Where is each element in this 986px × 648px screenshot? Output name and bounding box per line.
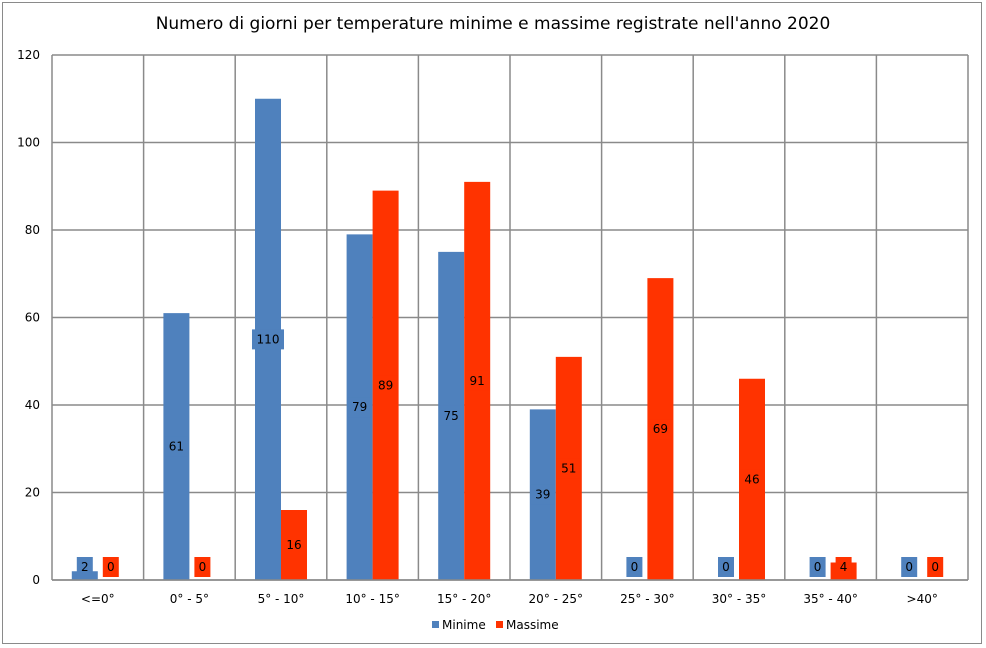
data-label-box [835,557,852,577]
y-tick-label: 80 [25,223,40,237]
x-tick-label: 0° - 5° [170,592,209,606]
x-tick-label: 25° - 30° [620,592,675,606]
data-label-box [164,436,189,457]
x-tick-label: 15° - 20° [437,592,492,606]
y-tick-label: 20 [25,486,40,500]
data-label-box [626,557,643,577]
data-label: 0 [631,560,639,574]
y-tick-label: 60 [25,311,40,325]
legend-label: Massime [506,618,559,632]
y-tick-label: 0 [32,573,40,587]
data-label: 51 [561,461,576,475]
x-tick-label: >40° [907,592,938,606]
data-label: 0 [905,560,913,574]
data-label-box [740,469,764,490]
data-label: 110 [257,332,280,346]
data-label-box [194,557,211,577]
data-label-box [530,484,555,505]
data-label-box [439,405,464,426]
legend-swatch [496,621,503,628]
y-tick-label: 100 [17,136,40,150]
data-label: 91 [470,374,485,388]
legend-swatch [432,621,439,628]
x-tick-label: 5° - 10° [258,592,305,606]
data-label-box [927,557,944,577]
y-tick-label: 40 [25,398,40,412]
data-label: 0 [199,560,207,574]
chart-title: Numero di giorni per temperature minime … [155,14,831,34]
data-label: 61 [169,440,184,454]
x-tick-label: <=0° [81,592,115,606]
data-label-box [809,557,826,577]
data-label: 0 [814,560,822,574]
data-label: 79 [352,400,367,414]
data-label: 16 [286,538,301,552]
data-label: 0 [931,560,939,574]
data-label: 69 [653,422,668,436]
x-tick-label: 20° - 25° [529,592,584,606]
data-label-box [901,557,918,577]
data-label: 89 [378,378,393,392]
x-tick-label: 30° - 35° [712,592,767,606]
data-label: 0 [722,560,730,574]
data-label-box [102,557,119,577]
data-label-box [76,557,93,577]
data-label-box [373,375,398,396]
data-label-box [347,397,372,418]
legend-label: Minime [442,618,486,632]
data-label-box [718,557,734,577]
y-tick-label: 120 [17,48,40,62]
data-label: 75 [444,409,459,423]
data-label: 0 [107,560,115,574]
data-label: 39 [535,488,550,502]
data-label-box [465,370,490,391]
data-label-box [282,535,306,555]
x-tick-label: 10° - 15° [345,592,400,606]
data-label-box [556,458,581,479]
data-label: 2 [81,560,89,574]
data-label: 46 [744,472,759,486]
data-label-box [648,419,673,440]
data-label: 4 [840,560,848,574]
data-label-box [252,329,284,350]
x-tick-label: 35° - 40° [803,592,858,606]
